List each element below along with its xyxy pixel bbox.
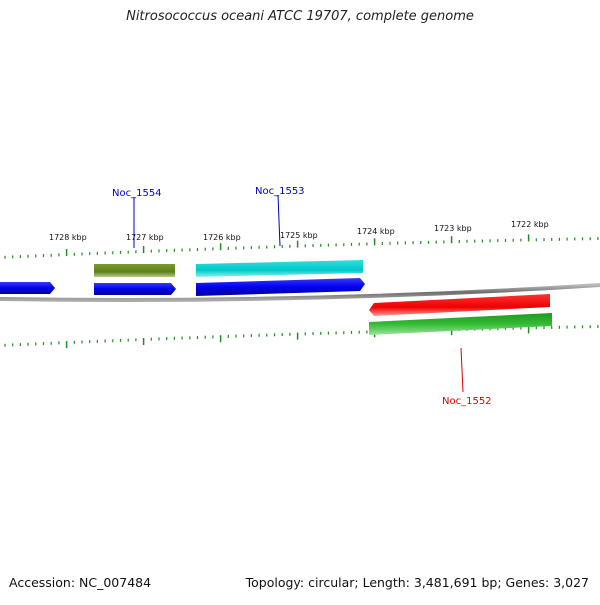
cds-feature-noc-1553[interactable] — [196, 278, 365, 296]
accession-text: Accession: NC_007484 — [9, 575, 152, 590]
map-title: Nitrosococcus oceani ATCC 19707, complet… — [126, 9, 474, 24]
scale-ticks-bottom — [4, 325, 599, 349]
scale-label-1725: 1725 kbp — [280, 231, 318, 240]
gene-feature-noc-1554[interactable] — [94, 264, 175, 277]
gene-feature-noc-1553[interactable] — [196, 260, 363, 277]
cds-feature-noc-1552[interactable] — [369, 294, 550, 316]
genome-backbone — [0, 283, 600, 303]
scale-label-1727: 1727 kbp — [126, 233, 164, 242]
scale-ticks-top — [4, 234, 599, 259]
gene-label-noc-1552[interactable]: Noc_1552 — [442, 396, 492, 407]
genome-summary-text: Topology: circular; Length: 3,481,691 bp… — [245, 575, 589, 590]
leader-line-noc-1552 — [460, 347, 464, 393]
scale-label-1723: 1723 kbp — [434, 224, 472, 233]
cds-feature-left-edge[interactable] — [0, 282, 55, 294]
leader-line-noc-1553 — [277, 194, 281, 247]
scale-label-1724: 1724 kbp — [357, 227, 395, 236]
gene-label-noc-1554[interactable]: Noc_1554 — [112, 188, 162, 199]
cds-feature-noc-1554[interactable] — [94, 283, 176, 295]
scale-label-1726: 1726 kbp — [203, 233, 241, 242]
scale-label-1722: 1722 kbp — [511, 220, 549, 229]
gene-label-noc-1553[interactable]: Noc_1553 — [255, 186, 305, 197]
gene-feature-noc-1552[interactable] — [369, 313, 552, 335]
scale-label-1728: 1728 kbp — [49, 233, 87, 242]
